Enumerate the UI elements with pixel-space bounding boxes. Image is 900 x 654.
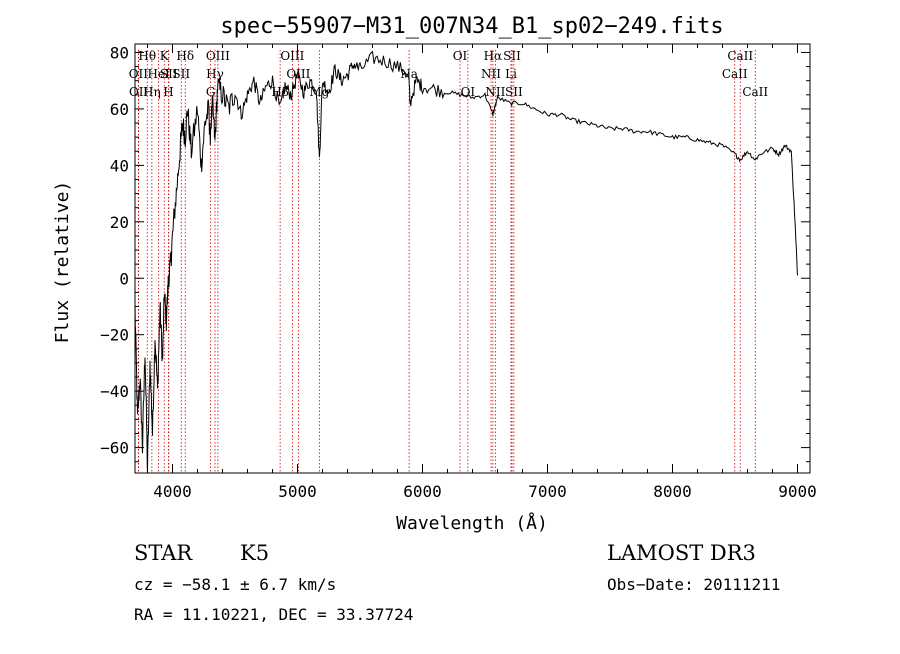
y-tick-label: −40 bbox=[100, 382, 129, 401]
object-subclass: K5 bbox=[240, 541, 269, 565]
spectrum-series-line bbox=[134, 50, 798, 472]
y-tick-label: −20 bbox=[100, 326, 129, 345]
line-marker-label: OI bbox=[453, 49, 468, 63]
x-axis-ticks: 4000 5000 6000 7000 8000 9000 bbox=[147, 44, 817, 501]
y-axis-ticks: −60 −40 −20 0 20 40 60 80 bbox=[100, 43, 810, 463]
line-marker-label: G bbox=[206, 85, 216, 99]
object-class: STAR bbox=[134, 541, 193, 565]
y-axis-label: Flux (relative) bbox=[52, 181, 73, 344]
x-tick-label: 7000 bbox=[528, 482, 567, 501]
line-marker-label: CaII bbox=[727, 49, 753, 63]
line-marker-label: SII bbox=[503, 49, 521, 63]
line-marker-label: SII bbox=[172, 67, 190, 81]
line-marker-label: OII bbox=[129, 85, 149, 99]
line-marker-label: K bbox=[160, 49, 170, 63]
line-marker-label: H bbox=[163, 85, 173, 99]
line-marker-label: NII bbox=[485, 85, 505, 99]
x-tick-label: 6000 bbox=[403, 482, 442, 501]
line-marker-label: OIII bbox=[280, 49, 304, 63]
survey-name: LAMOST DR3 bbox=[607, 541, 756, 565]
y-tick-label: 60 bbox=[110, 100, 129, 119]
line-marker-label: Hθ bbox=[138, 49, 156, 63]
y-tick-label: 40 bbox=[110, 156, 129, 175]
line-marker-label: HeI bbox=[147, 67, 170, 81]
line-marker-label: Hα bbox=[484, 49, 503, 63]
line-marker-label: SII bbox=[505, 85, 523, 99]
line-marker-label: Hγ bbox=[206, 67, 224, 81]
obs-date: Obs−Date: 20111211 bbox=[607, 575, 780, 594]
line-marker-label: SII bbox=[160, 67, 178, 81]
line-marker-label: OIII bbox=[206, 49, 230, 63]
line-marker-label: OI bbox=[461, 85, 476, 99]
line-marker-label: CaII bbox=[742, 85, 768, 99]
plot-frame bbox=[134, 43, 811, 474]
chart-title: spec−55907−M31_007N34_B1_sp02−249.fits bbox=[220, 14, 723, 39]
x-tick-label: 5000 bbox=[278, 482, 317, 501]
x-tick-label: 4000 bbox=[153, 482, 192, 501]
line-marker-label: Hη bbox=[143, 85, 161, 99]
redshift-info: cz = −58.1 ± 6.7 km/s bbox=[134, 575, 336, 594]
line-marker-label: Li bbox=[505, 67, 517, 81]
line-marker-label: CaII bbox=[722, 67, 748, 81]
y-tick-label: −60 bbox=[100, 439, 129, 458]
y-tick-label: 80 bbox=[110, 43, 129, 62]
x-tick-label: 8000 bbox=[653, 482, 692, 501]
line-marker-label: Hδ bbox=[176, 49, 194, 63]
line-marker-label: NII bbox=[481, 67, 501, 81]
line-markers: HθOIIOIIHηHeIKSIIHHδSIIOIIIHγGOIIIOIIIHβ… bbox=[129, 49, 768, 473]
x-axis-label: Wavelength (Å) bbox=[396, 512, 548, 534]
coordinates: RA = 11.10221, DEC = 33.37724 bbox=[134, 605, 413, 624]
line-marker-label: OII bbox=[129, 67, 149, 81]
y-tick-label: 0 bbox=[119, 269, 129, 288]
y-tick-label: 20 bbox=[110, 213, 129, 232]
x-tick-label: 9000 bbox=[778, 482, 817, 501]
